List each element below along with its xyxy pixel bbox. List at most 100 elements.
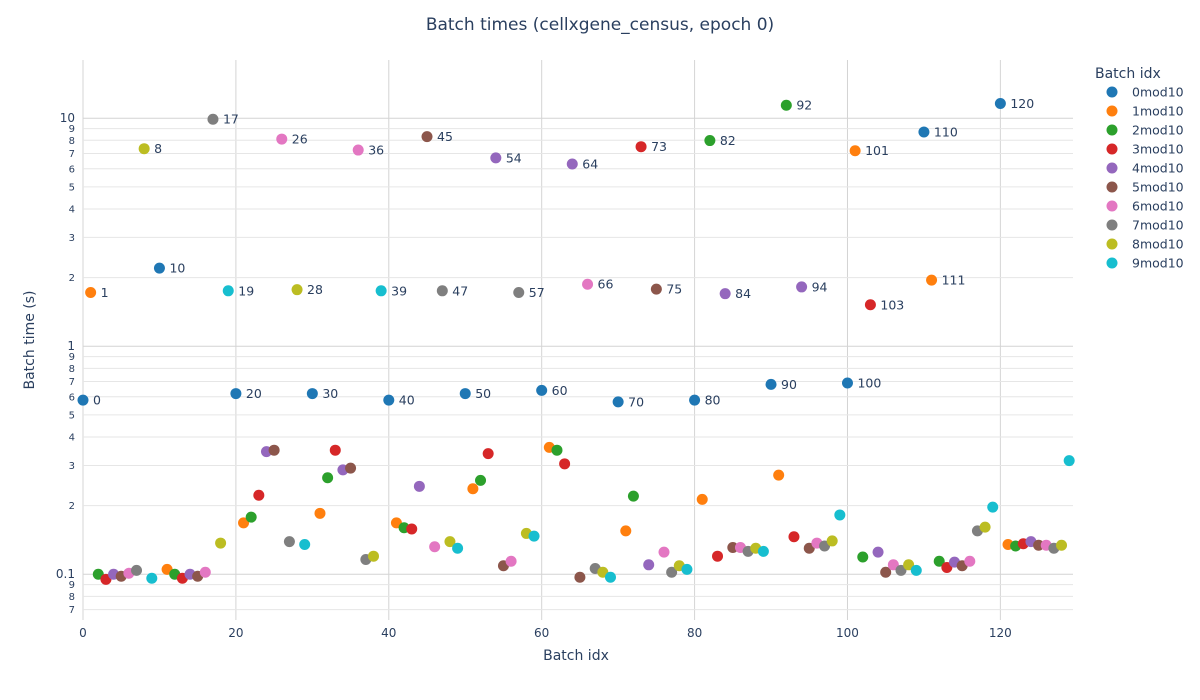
data-point: [719, 288, 731, 300]
legend-marker: [1106, 124, 1118, 136]
legend-marker: [1106, 143, 1118, 155]
legend-label: 9mod10: [1132, 256, 1184, 271]
series-1mod10: 1 101 111: [85, 143, 1014, 575]
data-point: [941, 562, 953, 574]
legend-item-3mod10[interactable]: 3mod10: [1106, 142, 1184, 157]
data-point: [872, 546, 884, 558]
data-point: [444, 536, 456, 548]
point-label: 40: [399, 393, 415, 408]
legend-label: 1mod10: [1132, 104, 1184, 119]
data-point: [704, 135, 716, 147]
point-label: 39: [391, 283, 407, 298]
y-minor-tick-label: 8: [69, 136, 75, 147]
data-point: [452, 542, 464, 554]
data-point: [528, 530, 540, 542]
point-label: 103: [880, 297, 904, 312]
y-minor-tick-label: 2: [69, 501, 75, 512]
point-label: 110: [934, 124, 958, 139]
point-label: 0: [93, 393, 101, 408]
legend-label: 3mod10: [1132, 142, 1184, 157]
point-label: 90: [781, 377, 797, 392]
legend-item-4mod10[interactable]: 4mod10: [1106, 161, 1184, 176]
legend-item-1mod10[interactable]: 1mod10: [1106, 104, 1184, 119]
data-point: [536, 384, 548, 396]
data-point: [513, 287, 525, 299]
legend-label: 7mod10: [1132, 218, 1184, 233]
legend-item-9mod10[interactable]: 9mod10: [1106, 256, 1184, 271]
x-tick-label: 0: [79, 626, 87, 640]
data-point: [322, 472, 334, 484]
data-point: [612, 396, 624, 408]
data-point: [681, 563, 693, 575]
legend-marker: [1106, 181, 1118, 193]
legend-item-2mod10[interactable]: 2mod10: [1106, 123, 1184, 138]
legend-marker: [1106, 162, 1118, 174]
data-point: [467, 483, 479, 495]
y-minor-tick-label: 9: [69, 352, 75, 363]
point-label: 75: [666, 282, 682, 297]
data-point: [383, 394, 395, 406]
legend-item-5mod10[interactable]: 5mod10: [1106, 180, 1184, 195]
point-label: 64: [582, 156, 598, 171]
data-point: [283, 536, 295, 548]
point-label: 17: [223, 112, 239, 127]
x-axis-title: Batch idx: [543, 648, 609, 664]
series-7mod10: 17 47 57: [131, 112, 1060, 578]
x-tick-label: 80: [687, 626, 702, 640]
point-label: 30: [322, 386, 338, 401]
point-label: 8: [154, 141, 162, 156]
point-label: 70: [628, 394, 644, 409]
data-point: [77, 394, 89, 406]
data-point: [788, 531, 800, 543]
data-point: [689, 394, 701, 406]
data-point: [199, 566, 211, 578]
legend-label: 8mod10: [1132, 237, 1184, 252]
series-6mod10: 26 36 66: [123, 132, 1052, 579]
y-minor-tick-label: 4: [69, 432, 75, 443]
data-point: [987, 501, 999, 513]
data-point: [207, 113, 219, 125]
legend-item-6mod10[interactable]: 6mod10: [1106, 199, 1184, 214]
data-point: [773, 469, 785, 481]
point-label: 66: [598, 277, 614, 292]
data-points: 0 10 20 30 40 50 60 70 80 90 100 110 120 1 101 111 82 92 7…: [77, 96, 1075, 585]
point-label: 73: [651, 139, 667, 154]
y-minor-tick-label: 8: [69, 592, 75, 603]
data-point: [238, 517, 250, 529]
data-point: [994, 98, 1006, 110]
point-label: 54: [506, 150, 522, 165]
data-point: [268, 444, 280, 456]
y-minor-tick-label: 6: [69, 164, 75, 175]
data-point: [230, 388, 242, 400]
legend-item-7mod10[interactable]: 7mod10: [1106, 218, 1184, 233]
point-label: 100: [857, 375, 881, 390]
data-point: [215, 537, 227, 549]
data-point: [413, 480, 425, 492]
data-point: [368, 550, 380, 562]
series-8mod10: 8 28: [138, 141, 1068, 578]
data-point: [864, 299, 876, 311]
point-label: 1: [101, 285, 109, 300]
point-label: 84: [735, 286, 751, 301]
legend-item-8mod10[interactable]: 8mod10: [1106, 237, 1184, 252]
data-point: [658, 546, 670, 558]
data-point: [635, 141, 647, 153]
point-label: 47: [452, 283, 468, 298]
data-point: [375, 285, 387, 297]
point-label: 111: [942, 273, 966, 288]
x-tick-label: 60: [534, 626, 549, 640]
legend[interactable]: Batch idx 0mod10 1mod10 2mod10 3mod10 4mod10…: [1095, 66, 1184, 271]
point-label: 101: [865, 143, 889, 158]
data-point: [727, 542, 739, 554]
point-label: 57: [529, 285, 545, 300]
point-label: 10: [169, 261, 185, 276]
point-label: 82: [720, 133, 736, 148]
data-point: [712, 550, 724, 562]
y-minor-tick-label: 7: [69, 605, 75, 616]
legend-item-0mod10[interactable]: 0mod10: [1106, 85, 1184, 100]
data-point: [964, 555, 976, 567]
y-major-tick-label: 0.1: [56, 567, 75, 581]
y-major-tick-label: 1: [67, 339, 75, 353]
data-point: [826, 535, 838, 547]
